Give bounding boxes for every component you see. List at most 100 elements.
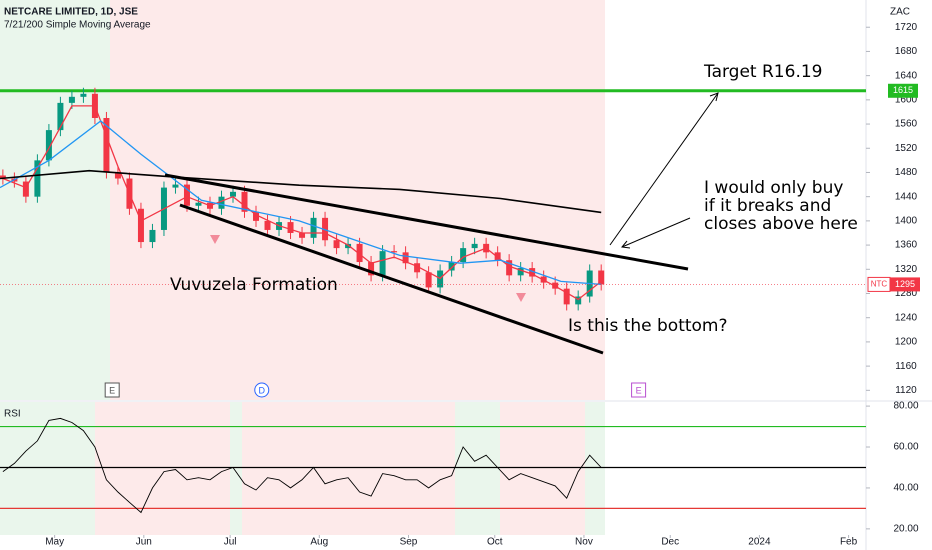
- candle-body: [425, 272, 432, 288]
- y-tick-label: 80.00: [893, 401, 918, 412]
- symbol-title: NETCARE LIMITED, 1D, JSE: [4, 7, 138, 18]
- candle-body: [68, 96, 75, 103]
- candle-body: [114, 172, 121, 179]
- y-tick-label: 40.00: [893, 483, 918, 494]
- candle-body: [494, 252, 501, 261]
- annotation: I would only buy: [704, 178, 843, 198]
- candle-body: [310, 217, 317, 238]
- level-tag: [888, 83, 918, 98]
- rsi-bg: [500, 402, 585, 535]
- moving-average: [0, 120, 602, 286]
- candle-body: [448, 262, 455, 271]
- level-label: 1615: [893, 85, 913, 95]
- rsi-bg: [230, 402, 242, 535]
- rsi-bg: [585, 402, 605, 535]
- candle-body: [57, 102, 64, 131]
- price-tag: [890, 277, 920, 292]
- candle-body: [322, 217, 329, 241]
- x-tick-label: Oct: [487, 537, 503, 548]
- event-label: E: [109, 385, 115, 395]
- x-tick-label: Aug: [310, 537, 328, 548]
- candle-body: [517, 268, 524, 276]
- candle-body: [299, 232, 306, 238]
- annotation: closes above here: [704, 214, 858, 234]
- rsi-bg: [95, 402, 230, 535]
- symbol-label: NTC: [871, 280, 888, 289]
- pointer-arrow: [621, 217, 691, 248]
- candle-body: [45, 130, 52, 161]
- trendline-upper: [164, 173, 689, 271]
- x-tick-label: Nov: [575, 537, 593, 548]
- arrowhead: [621, 240, 631, 249]
- trendline-lower: [179, 203, 604, 355]
- moving-average: [0, 169, 602, 214]
- y-tick-label: 1280: [895, 288, 918, 299]
- candle-body: [529, 268, 536, 277]
- y-tick-label: 20.00: [893, 524, 918, 535]
- y-tick-label: 1160: [895, 361, 917, 372]
- rsi-title: RSI: [4, 409, 21, 420]
- candle-body: [598, 270, 605, 285]
- candle-body: [137, 208, 144, 243]
- signal-marker: [516, 293, 526, 302]
- currency: ZAC: [890, 7, 910, 18]
- candle-body: [149, 229, 156, 243]
- rsi-bg: [455, 402, 500, 535]
- y-tick-label: 1560: [895, 119, 918, 130]
- indicator-title: 7/21/200 Simple Moving Average: [4, 20, 151, 31]
- rsi-line: [2, 417, 602, 514]
- candle-body: [253, 211, 260, 221]
- candle-body: [172, 184, 179, 188]
- candle-body: [241, 191, 248, 212]
- candle-body: [287, 222, 294, 233]
- signal-marker: [210, 235, 220, 244]
- candle-body: [22, 181, 29, 197]
- y-tick-label: 1680: [895, 46, 918, 57]
- candle-body: [103, 118, 110, 173]
- y-tick-label: 1440: [895, 191, 918, 202]
- y-tick-label: 60.00: [893, 442, 918, 453]
- event-label: D: [259, 385, 266, 395]
- candle-body: [391, 251, 398, 253]
- candle-body: [563, 288, 570, 305]
- y-tick-label: 1400: [895, 216, 918, 227]
- annotation: Target R16.19: [703, 62, 822, 82]
- candle-body: [230, 191, 236, 197]
- rsi-bg: [0, 402, 95, 535]
- candle-body: [345, 243, 352, 249]
- candle-body: [34, 160, 41, 197]
- y-tick-label: 1520: [895, 143, 918, 154]
- y-tick-label: 1600: [895, 94, 918, 105]
- arrowhead: [709, 92, 719, 102]
- candle-body: [414, 263, 421, 273]
- price-label: 1295: [895, 279, 915, 289]
- candle-body: [333, 240, 340, 249]
- x-tick-label: 2024: [748, 537, 771, 548]
- candle-body: [402, 252, 409, 264]
- x-tick-label: Dec: [661, 537, 679, 548]
- candle-body: [575, 296, 582, 305]
- candle-body: [80, 93, 87, 97]
- annotation: Is this the bottom?: [568, 316, 728, 336]
- annotation: if it breaks and: [704, 196, 831, 216]
- candle-body: [379, 251, 386, 276]
- y-tick-label: 1200: [895, 337, 918, 348]
- event-marker: [254, 382, 270, 398]
- y-tick-label: 1640: [895, 70, 918, 81]
- x-tick-label: May: [45, 537, 64, 548]
- event-marker: [104, 382, 120, 398]
- candle-body: [506, 260, 513, 276]
- candle-body: [460, 248, 467, 263]
- event-label: E: [636, 385, 642, 395]
- target-arrow: [609, 92, 719, 246]
- candle-body: [356, 243, 363, 263]
- candle-body: [0, 175, 6, 179]
- y-tick-label: 1720: [895, 22, 918, 33]
- y-tick-label: 1320: [895, 264, 918, 275]
- x-tick-label: Jul: [224, 537, 237, 548]
- annotation: Vuvuzela Formation: [170, 275, 338, 295]
- plot: 1120 1160 1200 1240 1280 1320 1360 1400 1440 1480…: [0, 22, 920, 548]
- x-tick-label: Sep: [400, 537, 418, 548]
- y-tick-label: 1360: [895, 240, 918, 251]
